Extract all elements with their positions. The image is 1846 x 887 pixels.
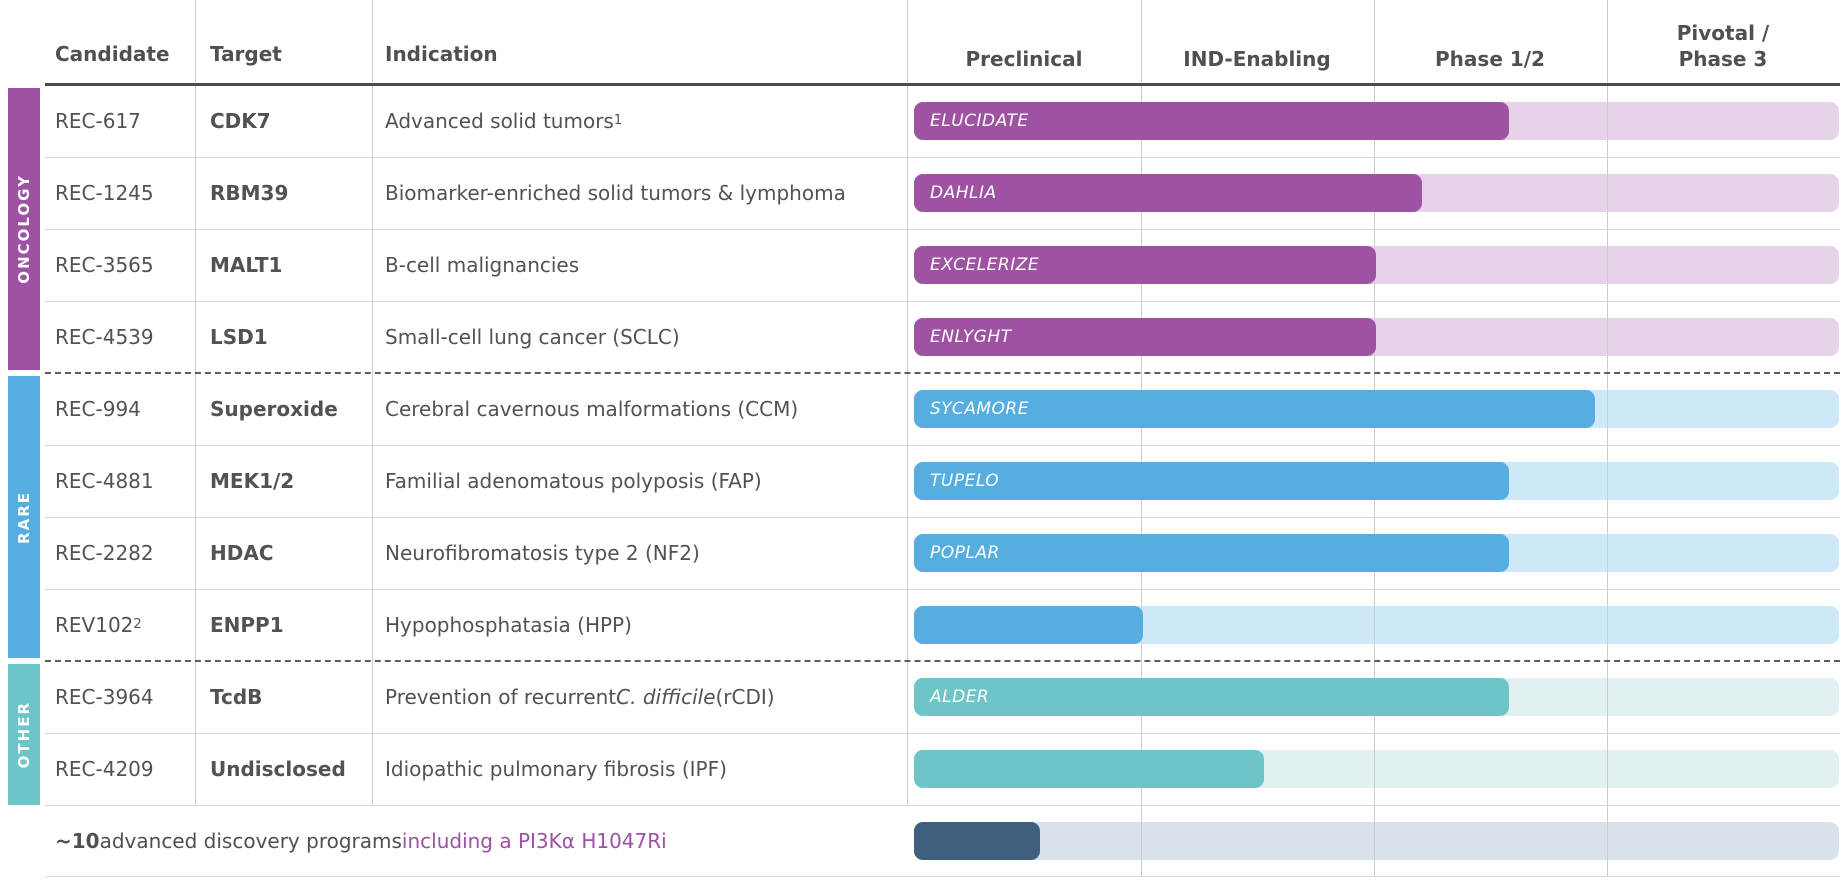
candidate-cell: REC-1245	[55, 181, 154, 205]
row-separator	[45, 733, 1840, 734]
indication-cell: Hypophosphatasia (HPP)	[385, 613, 632, 637]
trial-name-label: DAHLIA	[930, 183, 997, 203]
indication-cell: B-cell malignancies	[385, 253, 580, 277]
target-cell: CDK7	[210, 109, 271, 133]
target-cell: MEK1/2	[210, 469, 295, 493]
row-separator	[45, 157, 1840, 158]
column-header-pivotal-phase-3: Pivotal / Phase 3	[1676, 21, 1770, 71]
target-cell: HDAC	[210, 541, 274, 565]
progress-bar	[914, 750, 1264, 788]
grid-vline	[1607, 0, 1608, 877]
row-separator	[45, 445, 1840, 446]
grid-vline	[907, 0, 908, 805]
indication-cell: Prevention of recurrent C. difficile (rC…	[385, 685, 775, 709]
target-cell: LSD1	[210, 325, 268, 349]
sidebar-other: OTHER	[8, 664, 40, 805]
trial-name-label: EXCELERIZE	[930, 255, 1040, 275]
column-header-phase-1-2: Phase 1/2	[1435, 47, 1545, 71]
candidate-cell: REC-4881	[55, 469, 154, 493]
row-separator	[45, 301, 1840, 302]
row-separator	[45, 876, 1840, 877]
candidate-cell: REC-4539	[55, 325, 154, 349]
column-header-target: Target	[210, 42, 282, 66]
indication-cell: Cerebral cavernous malformations (CCM)	[385, 397, 799, 421]
sidebar-label-other: OTHER	[15, 700, 33, 769]
indication-cell: Neurofibromatosis type 2 (NF2)	[385, 541, 700, 565]
column-header-preclinical: Preclinical	[965, 47, 1083, 71]
candidate-cell: REC-994	[55, 397, 141, 421]
discovery-programs-text: ~10 advanced discovery programs includin…	[55, 805, 667, 877]
progress-bar	[914, 606, 1143, 644]
discovery-track	[914, 822, 1839, 860]
trial-name-label: ENLYGHT	[930, 327, 1012, 347]
discovery-label: advanced discovery programs	[99, 829, 402, 853]
progress-bar: SYCAMORE	[914, 390, 1595, 428]
candidate-cell: REC-617	[55, 109, 141, 133]
grid-vline	[372, 0, 373, 805]
indication-cell: Idiopathic pulmonary fibrosis (IPF)	[385, 757, 727, 781]
grid-vline	[195, 0, 196, 805]
column-header-ind-enabling: IND-Enabling	[1183, 47, 1331, 71]
sidebar-label-oncology: ONCOLOGY	[15, 174, 33, 284]
indication-cell: Familial adenomatous polyposis (FAP)	[385, 469, 762, 493]
progress-bar: EXCELERIZE	[914, 246, 1376, 284]
row-separator	[45, 805, 1840, 806]
sidebar-oncology: ONCOLOGY	[8, 88, 40, 370]
progress-bar: ELUCIDATE	[914, 102, 1509, 140]
progress-bar: TUPELO	[914, 462, 1509, 500]
target-cell: ENPP1	[210, 613, 284, 637]
discovery-bar	[914, 822, 1040, 860]
candidate-cell: REV102 2	[55, 613, 142, 637]
row-separator	[45, 517, 1840, 518]
candidate-cell: REC-2282	[55, 541, 154, 565]
candidate-cell: REC-4209	[55, 757, 154, 781]
grid-vline	[1141, 0, 1142, 877]
progress-bar: DAHLIA	[914, 174, 1422, 212]
column-header-candidate: Candidate	[55, 42, 170, 66]
sidebar-label-rare: RARE	[15, 490, 33, 544]
indication-cell: Advanced solid tumors 1	[385, 109, 623, 133]
trial-name-label: SYCAMORE	[930, 399, 1029, 419]
trial-name-label: ELUCIDATE	[930, 111, 1029, 131]
target-cell: RBM39	[210, 181, 289, 205]
row-separator	[45, 229, 1840, 230]
discovery-highlight: including a PI3Kα H1047Ri	[401, 829, 667, 853]
header-underline	[45, 83, 1840, 86]
candidate-cell: REC-3565	[55, 253, 154, 277]
progress-bar: ENLYGHT	[914, 318, 1376, 356]
progress-bar: ALDER	[914, 678, 1509, 716]
sidebar-rare: RARE	[8, 376, 40, 658]
discovery-count: ~10	[55, 829, 100, 853]
trial-name-label: TUPELO	[930, 471, 1000, 491]
row-separator	[45, 589, 1840, 590]
column-header-indication: Indication	[385, 42, 498, 66]
trial-name-label: POPLAR	[930, 543, 1000, 563]
section-dashed-divider	[45, 660, 1840, 662]
trial-name-label: ALDER	[930, 687, 990, 707]
target-cell: Undisclosed	[210, 757, 346, 781]
indication-cell: Biomarker-enriched solid tumors & lympho…	[385, 181, 846, 205]
target-cell: TcdB	[210, 685, 263, 709]
progress-bar: POPLAR	[914, 534, 1509, 572]
section-dashed-divider	[45, 372, 1840, 374]
candidate-cell: REC-3964	[55, 685, 154, 709]
grid-vline	[1374, 0, 1375, 877]
target-cell: Superoxide	[210, 397, 338, 421]
target-cell: MALT1	[210, 253, 283, 277]
indication-cell: Small-cell lung cancer (SCLC)	[385, 325, 680, 349]
